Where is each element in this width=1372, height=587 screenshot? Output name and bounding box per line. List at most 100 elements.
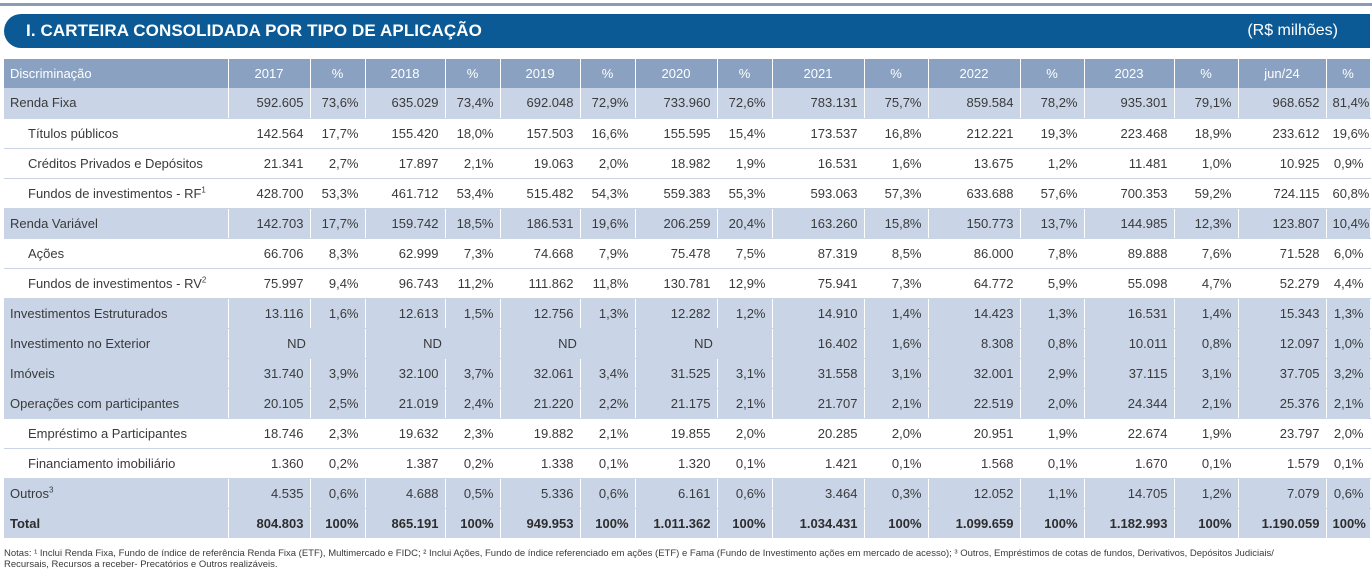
row-label: Investimento no Exterior <box>4 328 229 359</box>
footnote-marker: 3 <box>49 485 54 495</box>
value-cell: 935.301 <box>1084 88 1175 119</box>
percent-cell: 2,0% <box>1020 388 1085 419</box>
percent-cell: 0,2% <box>310 448 366 479</box>
value-cell: 24.344 <box>1084 388 1175 419</box>
percent-cell: 72,9% <box>580 88 636 119</box>
value-cell: 5.336 <box>500 478 581 509</box>
value-cell: 233.612 <box>1238 118 1327 149</box>
column-header: jun/24 <box>1238 59 1327 88</box>
percent-cell: 75,7% <box>864 88 929 119</box>
percent-cell: 2,7% <box>310 148 366 179</box>
table-row: Empréstimo a Participantes 18.746 2,3% 19.6… <box>4 418 1371 449</box>
percent-cell: 53,4% <box>445 178 501 209</box>
row-label: Outros3 <box>4 478 229 509</box>
value-cell: 21.220 <box>500 388 581 419</box>
value-cell: 692.048 <box>500 88 581 119</box>
percent-cell: 1,6% <box>310 298 366 329</box>
value-cell: 1.190.059 <box>1238 508 1327 538</box>
value-cell: 633.688 <box>928 178 1021 209</box>
row-label: Ações <box>4 238 229 269</box>
value-cell: 16.531 <box>1084 298 1175 329</box>
row-label: Operações com participantes <box>4 388 229 419</box>
percent-cell: 19,3% <box>1020 118 1085 149</box>
value-cell: 163.260 <box>772 208 865 239</box>
table-row: Imóveis 31.740 3,9% 32.100 3,7% 32.061 3,4% 31.… <box>4 358 1371 389</box>
row-label-text: Fundos de investimentos - RV <box>28 275 202 291</box>
percent-cell: 4,4% <box>1326 268 1371 299</box>
column-header-label: Discriminação <box>4 59 229 88</box>
table-row: Investimentos Estruturados 13.116 1,6% 12.6… <box>4 298 1371 329</box>
column-header: 2023 <box>1084 59 1175 88</box>
percent-cell: 2,3% <box>310 418 366 449</box>
percent-cell: 1,3% <box>1020 298 1085 329</box>
percent-cell: 12,9% <box>717 268 773 299</box>
value-cell: 21.175 <box>635 388 718 419</box>
value-cell: 6.161 <box>635 478 718 509</box>
percent-cell: 12,3% <box>1174 208 1239 239</box>
percent-cell: 2,1% <box>864 388 929 419</box>
row-label: Financiamento imobiliário <box>4 448 229 479</box>
percent-cell: 100% <box>445 508 501 538</box>
value-cell: 19.855 <box>635 418 718 449</box>
percent-cell: 3,7% <box>445 358 501 389</box>
column-header: 2021 <box>772 59 865 88</box>
row-label-text: Total <box>10 515 41 531</box>
percent-cell: 18,0% <box>445 118 501 149</box>
percent-cell: 0,1% <box>864 448 929 479</box>
percent-cell: 57,3% <box>864 178 929 209</box>
row-label: Imóveis <box>4 358 229 389</box>
value-cell: 66.706 <box>228 238 311 269</box>
value-cell: 32.001 <box>928 358 1021 389</box>
percent-cell: 1,4% <box>1174 298 1239 329</box>
total-row: Total 804.803 100% 865.191 100% 949.953 100% 1.… <box>4 508 1371 538</box>
value-cell: 3.464 <box>772 478 865 509</box>
value-cell: 12.052 <box>928 478 1021 509</box>
percent-cell: 19,6% <box>1326 118 1371 149</box>
percent-cell: 1,3% <box>580 298 636 329</box>
percent-cell: 7,8% <box>1020 238 1085 269</box>
value-cell: 130.781 <box>635 268 718 299</box>
percent-cell: 2,0% <box>717 418 773 449</box>
percent-cell: 0,6% <box>717 478 773 509</box>
column-header: % <box>1020 59 1085 88</box>
value-cell: 71.528 <box>1238 238 1327 269</box>
value-cell: 865.191 <box>365 508 446 538</box>
percent-cell: 1,2% <box>717 298 773 329</box>
value-cell: 157.503 <box>500 118 581 149</box>
percent-cell: 13,7% <box>1020 208 1085 239</box>
percent-cell: 100% <box>864 508 929 538</box>
value-cell: 16.531 <box>772 148 865 179</box>
value-cell: 1.338 <box>500 448 581 479</box>
row-label-text: Imóveis <box>10 365 55 381</box>
percent-cell: 2,1% <box>445 148 501 179</box>
value-cell: 55.098 <box>1084 268 1175 299</box>
percent-cell: 2,1% <box>717 388 773 419</box>
percent-cell: 0,3% <box>864 478 929 509</box>
not-available-cell: ND <box>228 328 366 359</box>
value-cell: 1.670 <box>1084 448 1175 479</box>
row-label: Fundos de investimentos - RF1 <box>4 178 229 209</box>
section-title: I. CARTEIRA CONSOLIDADA POR TIPO DE APLI… <box>26 21 482 40</box>
value-cell: 206.259 <box>635 208 718 239</box>
value-cell: 15.343 <box>1238 298 1327 329</box>
column-header: % <box>310 59 366 88</box>
value-cell: 11.481 <box>1084 148 1175 179</box>
value-cell: 4.535 <box>228 478 311 509</box>
percent-cell: 79,1% <box>1174 88 1239 119</box>
value-cell: 21.341 <box>228 148 311 179</box>
portfolio-table: Discriminação 2017% 2018% 2019% 2020% 2021% 20… <box>4 59 1371 538</box>
percent-cell: 2,9% <box>1020 358 1085 389</box>
value-cell: 12.282 <box>635 298 718 329</box>
value-cell: 13.116 <box>228 298 311 329</box>
percent-cell: 7,3% <box>864 268 929 299</box>
percent-cell: 1,5% <box>445 298 501 329</box>
value-cell: 64.772 <box>928 268 1021 299</box>
value-cell: 89.888 <box>1084 238 1175 269</box>
value-cell: 968.652 <box>1238 88 1327 119</box>
footnote-marker: 1 <box>201 185 206 195</box>
footnote-marker: 2 <box>201 275 207 285</box>
value-cell: 461.712 <box>365 178 446 209</box>
percent-cell: 9,4% <box>310 268 366 299</box>
percent-cell: 0,1% <box>1326 448 1371 479</box>
value-cell: 87.319 <box>772 238 865 269</box>
